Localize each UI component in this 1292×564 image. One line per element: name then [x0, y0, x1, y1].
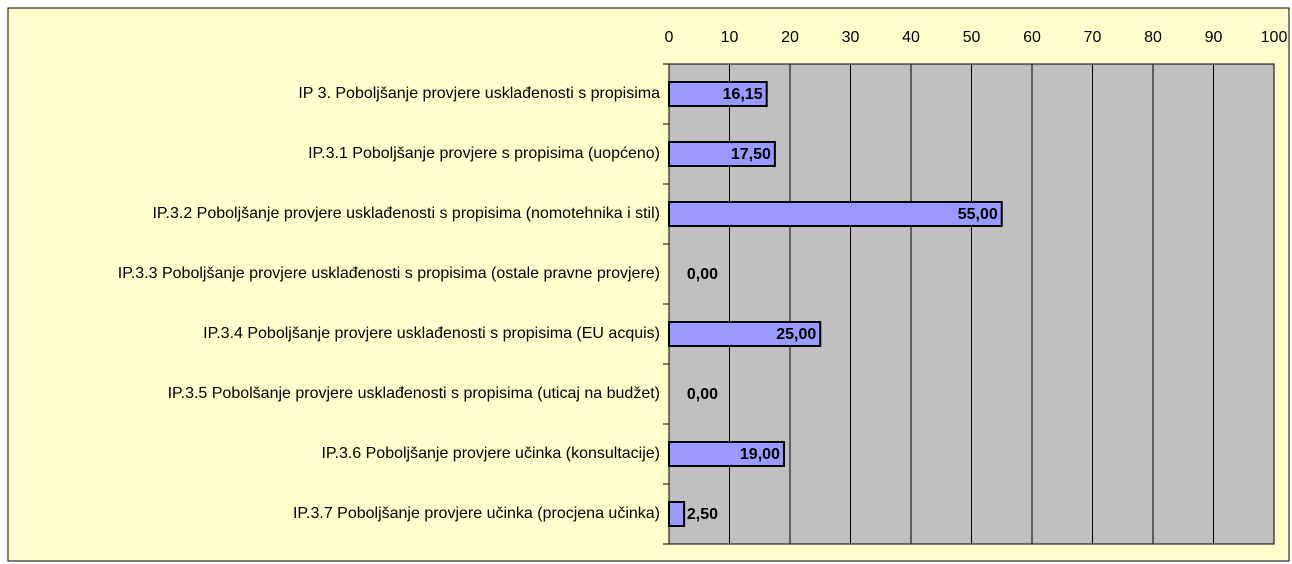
bar — [668, 441, 785, 467]
y-tick-label: IP.3.3 Poboljšanje provjere usklađenosti… — [117, 265, 660, 282]
category-row: IP.3.7 Poboljšanje provjere učinka (proc… — [10, 484, 660, 544]
x-tick-label: 80 — [1144, 29, 1162, 46]
value-label: 17,50 — [731, 146, 771, 163]
category-row: IP.3.6 Poboljšanje provjere učinka (kons… — [10, 424, 660, 484]
value-label: 25,00 — [776, 326, 816, 343]
x-tick-label: 70 — [1084, 29, 1102, 46]
x-tick-label: 40 — [902, 29, 920, 46]
y-tick-label: IP 3. Poboljšanje provjere usklađenosti … — [298, 85, 660, 102]
x-tick-label: 30 — [842, 29, 860, 46]
x-tick-label: 90 — [1205, 29, 1223, 46]
x-tick-label: 20 — [781, 29, 799, 46]
bar — [668, 501, 686, 527]
x-tick-label: 60 — [1023, 29, 1041, 46]
bar — [668, 201, 1003, 227]
y-tick-label: IP.3.5 Pobolšanje provjere usklađenosti … — [167, 385, 660, 402]
y-tick-label: IP.3.7 Poboljšanje provjere učinka (proc… — [292, 505, 660, 522]
category-row: IP 3. Poboljšanje provjere usklađenosti … — [10, 64, 660, 124]
y-tick-label: IP.3.1 Poboljšanje provjere s propisima … — [308, 145, 660, 162]
x-tick-label: 0 — [665, 29, 674, 46]
bar — [668, 321, 822, 347]
y-tick-label: IP.3.4 Poboljšanje provjere usklađenosti… — [203, 325, 660, 342]
bar — [668, 141, 776, 167]
value-label: 16,15 — [723, 86, 763, 103]
x-tick-label: 10 — [721, 29, 739, 46]
value-label: 19,00 — [740, 446, 780, 463]
value-label: 55,00 — [958, 206, 998, 223]
x-tick-label: 100 — [1261, 29, 1288, 46]
y-tick-label: IP.3.2 Poboljšanje provjere usklađenosti… — [152, 205, 660, 222]
category-row: IP.3.3 Poboljšanje provjere usklađenosti… — [10, 244, 660, 304]
category-row: IP.3.4 Poboljšanje provjere usklađenosti… — [10, 304, 660, 364]
value-label: 2,50 — [687, 506, 718, 523]
bar — [668, 81, 768, 107]
category-row: IP.3.1 Poboljšanje provjere s propisima … — [10, 124, 660, 184]
category-row: IP.3.2 Poboljšanje provjere usklađenosti… — [10, 184, 660, 244]
x-tick-label: 50 — [963, 29, 981, 46]
category-row: IP.3.5 Pobolšanje provjere usklađenosti … — [10, 364, 660, 424]
value-label: 0,00 — [687, 386, 718, 403]
y-tick-label: IP.3.6 Poboljšanje provjere učinka (kons… — [321, 445, 660, 462]
value-label: 0,00 — [687, 266, 718, 283]
